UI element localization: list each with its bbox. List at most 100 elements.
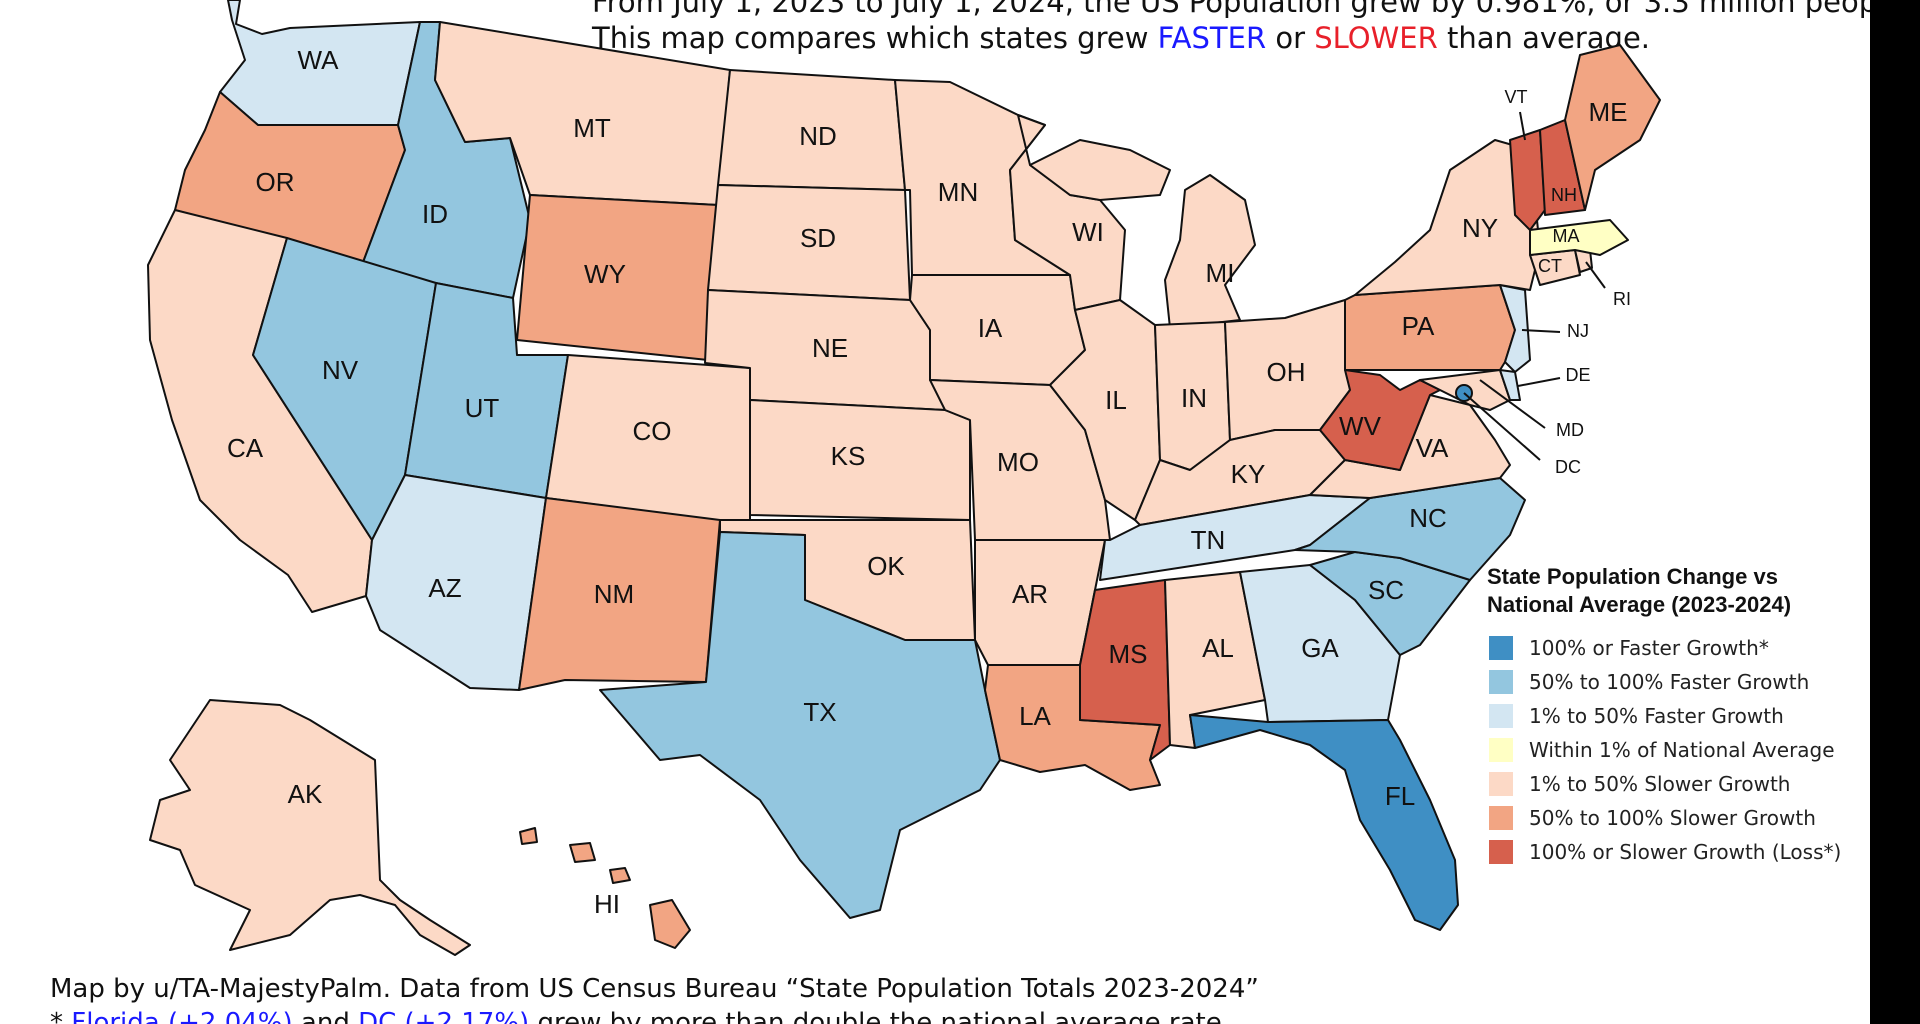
legend-label: 50% to 100% Faster Growth — [1529, 670, 1810, 694]
leader-de — [1517, 377, 1561, 387]
state-MI[interactable] — [1164, 174, 1256, 329]
label-mi: MI — [1206, 258, 1235, 288]
label-ia: IA — [978, 313, 1003, 343]
label-ga: GA — [1301, 633, 1339, 663]
label-in: IN — [1181, 383, 1207, 413]
label-de: DE — [1565, 365, 1590, 385]
leader-vt — [1519, 111, 1526, 141]
label-ny: NY — [1462, 213, 1498, 243]
label-dc: DC — [1555, 457, 1581, 477]
label-pa: PA — [1402, 311, 1435, 341]
faster-word: FASTER — [1157, 21, 1267, 55]
header-line-2-text: This map compares which states grew — [592, 21, 1158, 55]
leader-nj — [1521, 329, 1561, 333]
state-VT[interactable] — [1509, 129, 1546, 231]
legend-label: 1% to 50% Slower Growth — [1529, 772, 1791, 796]
label-wv: WV — [1339, 411, 1382, 441]
state-HI-3[interactable] — [609, 867, 631, 884]
label-ky: KY — [1231, 459, 1266, 489]
label-az: AZ — [428, 573, 461, 603]
label-me: ME — [1589, 97, 1628, 127]
label-nc: NC — [1409, 503, 1447, 533]
legend-swatch — [1489, 840, 1513, 864]
state-FL[interactable] — [1189, 714, 1459, 931]
state-NM[interactable] — [518, 497, 721, 691]
label-mn: MN — [938, 177, 978, 207]
label-la: LA — [1019, 701, 1051, 731]
label-md: MD — [1556, 420, 1584, 440]
leader-md — [1479, 379, 1546, 429]
label-co: CO — [633, 416, 672, 446]
label-fl: FL — [1385, 781, 1415, 811]
label-vt: VT — [1504, 87, 1527, 107]
map-header: From July 1, 2023 to July 1, 2024, the U… — [592, 0, 1870, 56]
label-ct: CT — [1538, 256, 1562, 276]
map-legend: State Population Change vs National Aver… — [1487, 563, 1867, 869]
label-oh: OH — [1267, 357, 1306, 387]
label-wa: WA — [298, 45, 340, 75]
legend-swatch — [1489, 738, 1513, 762]
state-HI-1[interactable] — [519, 827, 538, 845]
state-ME[interactable] — [1564, 44, 1661, 211]
state-KS[interactable] — [749, 399, 971, 521]
legend-swatch — [1489, 806, 1513, 830]
label-sc: SC — [1368, 575, 1404, 605]
legend-item: 50% to 100% Slower Growth — [1487, 801, 1867, 835]
header-line-1: From July 1, 2023 to July 1, 2024, the U… — [592, 0, 1870, 19]
legend-label: 100% or Slower Growth (Loss*) — [1529, 840, 1842, 864]
state-MI-upper[interactable] — [1029, 139, 1171, 201]
legend-item: 100% or Faster Growth* — [1487, 631, 1867, 665]
footer-tail-text: grew by more than double the national av… — [529, 1008, 1222, 1024]
state-DE[interactable] — [1499, 369, 1521, 401]
label-nj: NJ — [1567, 321, 1589, 341]
legend-items: 100% or Faster Growth* 50% to 100% Faster… — [1487, 631, 1867, 869]
label-ri: RI — [1613, 289, 1631, 309]
map-footer: Map by u/TA-MajestyPalm. Data from US Ce… — [50, 972, 1259, 1024]
label-il: IL — [1105, 385, 1127, 415]
footer-line-1: Map by u/TA-MajestyPalm. Data from US Ce… — [50, 974, 1259, 1004]
label-ar: AR — [1012, 579, 1048, 609]
state-HI-2[interactable] — [569, 842, 596, 863]
map-canvas: From July 1, 2023 to July 1, 2024, the U… — [0, 0, 1870, 1024]
florida-link[interactable]: Florida (+2.04%) — [71, 1008, 293, 1024]
header-or-text: or — [1266, 21, 1315, 55]
leader-dc — [1463, 392, 1541, 461]
label-mo: MO — [997, 447, 1039, 477]
label-al: AL — [1202, 633, 1234, 663]
label-sd: SD — [800, 223, 836, 253]
label-nd: ND — [799, 121, 837, 151]
label-wi: WI — [1072, 217, 1104, 247]
legend-item: 50% to 100% Faster Growth — [1487, 665, 1867, 699]
label-or: OR — [256, 167, 295, 197]
label-ma: MA — [1553, 226, 1580, 246]
label-wy: WY — [584, 259, 626, 289]
legend-title: State Population Change vs National Aver… — [1487, 563, 1867, 619]
label-hi: HI — [594, 889, 620, 919]
header-line-2: This map compares which states grew FAST… — [592, 20, 1852, 56]
label-nv: NV — [322, 355, 359, 385]
state-IL[interactable] — [1049, 299, 1161, 521]
legend-swatch — [1489, 670, 1513, 694]
legend-label: Within 1% of National Average — [1529, 738, 1835, 762]
leader-ri — [1585, 261, 1606, 289]
label-ks: KS — [831, 441, 866, 471]
footer-asterisk: * — [50, 1008, 72, 1024]
label-tn: TN — [1191, 525, 1226, 555]
slower-word: SLOWER — [1314, 21, 1438, 55]
state-MA[interactable] — [1529, 219, 1629, 256]
dc-link[interactable]: DC (+2.17%) — [358, 1008, 530, 1024]
legend-swatch — [1489, 704, 1513, 728]
us-map: WA OR CA ID NV UT AZ MT WY CO NM ND SD N… — [147, 0, 1661, 956]
legend-item: Within 1% of National Average — [1487, 733, 1867, 767]
label-ca: CA — [227, 433, 264, 463]
footer-line-2: * Florida (+2.04%) and DC (+2.17%) grew … — [50, 1006, 1259, 1024]
state-AK[interactable] — [149, 699, 471, 956]
legend-label: 1% to 50% Faster Growth — [1529, 704, 1784, 728]
state-NC[interactable] — [1294, 477, 1526, 581]
label-tx: TX — [803, 697, 836, 727]
legend-title-line-1: State Population Change vs — [1487, 564, 1778, 589]
state-HI-4[interactable] — [649, 899, 691, 949]
label-ak: AK — [288, 779, 323, 809]
state-TX[interactable] — [599, 531, 1001, 919]
footer-and-text: and — [292, 1008, 359, 1024]
